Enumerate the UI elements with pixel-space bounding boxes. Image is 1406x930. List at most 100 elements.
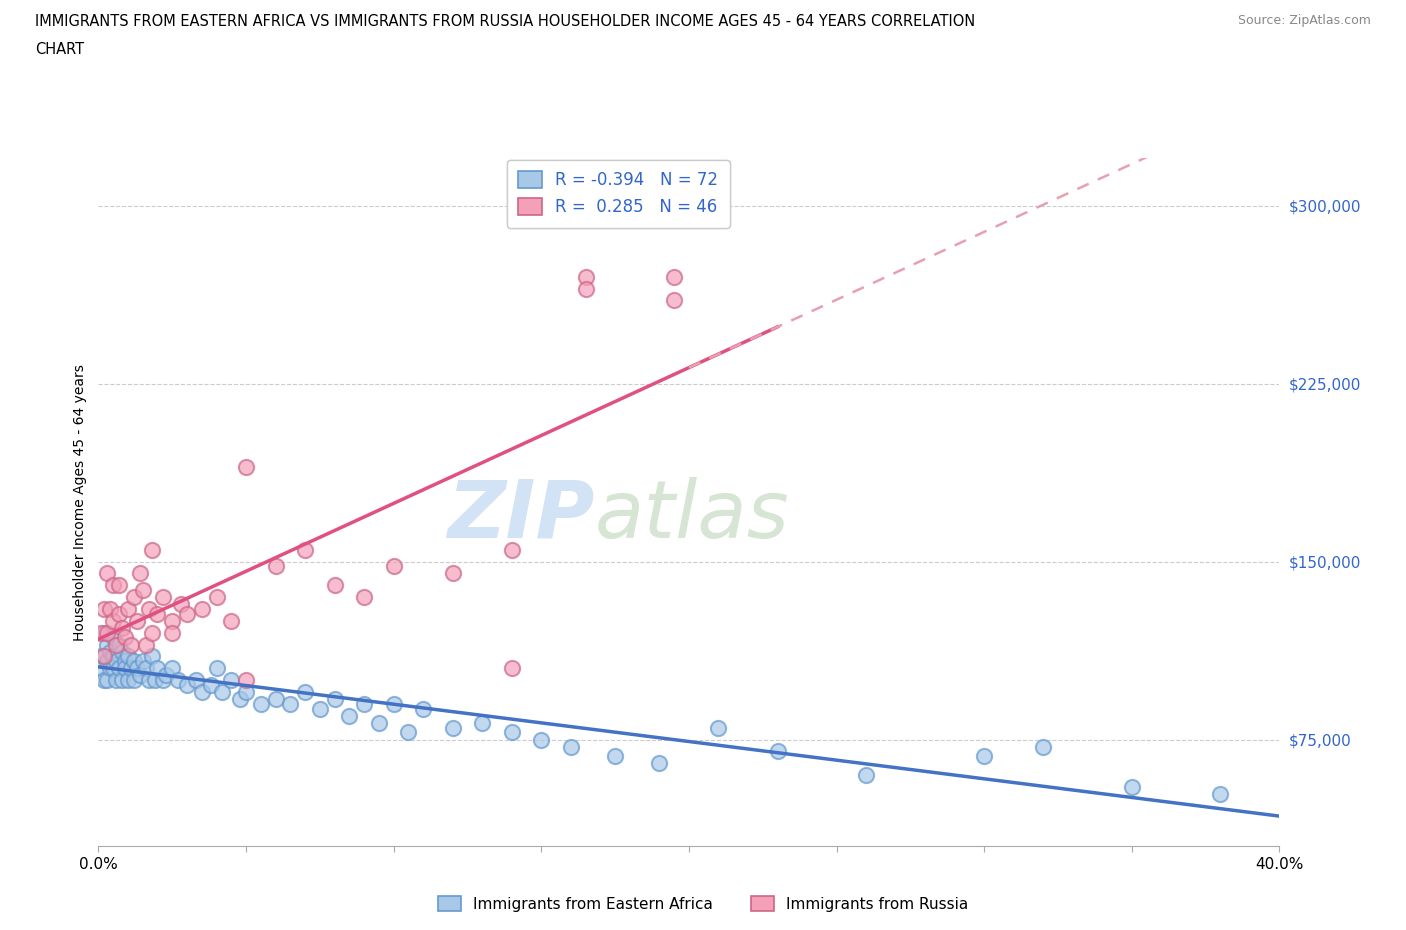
Point (146, 606, 169, 621)
Point (132, 654, 155, 669)
Point (114, 661, 136, 676)
Point (1209, 787, 1232, 802)
Point (114, 654, 136, 669)
Point (98, 644, 121, 659)
Point (382, 697, 405, 711)
Point (205, 661, 228, 676)
Point (191, 684, 214, 699)
Point (96, 566, 118, 581)
Text: Source: ZipAtlas.com: Source: ZipAtlas.com (1237, 14, 1371, 27)
Point (707, 720, 730, 735)
Point (122, 590, 145, 604)
Point (229, 692, 252, 707)
Point (560, 739, 582, 754)
Point (441, 720, 464, 735)
Point (111, 672, 134, 687)
Point (973, 749, 995, 764)
Point (278, 697, 302, 711)
Point (103, 661, 125, 676)
Point (108, 661, 131, 676)
Legend: R = -0.394   N = 72, R =  0.285   N = 46: R = -0.394 N = 72, R = 0.285 N = 46 (506, 160, 730, 228)
Point (128, 668, 150, 683)
Point (264, 559, 287, 574)
Point (323, 578, 346, 592)
Point (219, 614, 242, 629)
Point (96, 637, 118, 652)
Point (1032, 739, 1054, 754)
Point (111, 644, 134, 659)
Point (353, 590, 375, 604)
Point (96, 654, 118, 669)
Point (141, 649, 163, 664)
Point (103, 578, 125, 592)
Point (132, 582, 155, 597)
Point (368, 715, 391, 730)
Point (211, 684, 233, 699)
Point (105, 672, 128, 687)
Point (141, 542, 163, 557)
Point (501, 661, 523, 676)
Point (141, 625, 163, 640)
Point (294, 684, 316, 699)
Point (90, 625, 112, 640)
Point (103, 649, 125, 664)
Point (135, 661, 157, 676)
Point (138, 602, 160, 617)
Point (574, 270, 596, 285)
Point (766, 744, 789, 759)
Point (235, 672, 257, 687)
Text: CHART: CHART (35, 42, 84, 57)
Point (96, 672, 118, 687)
Point (353, 697, 375, 711)
Point (96, 625, 118, 640)
Legend: Immigrants from Eastern Africa, Immigrants from Russia: Immigrants from Eastern Africa, Immigran… (432, 890, 974, 918)
Point (382, 559, 405, 574)
Point (294, 542, 316, 557)
Point (152, 672, 174, 687)
Point (138, 672, 160, 687)
Point (162, 625, 183, 640)
Point (530, 732, 553, 747)
Point (323, 692, 346, 707)
Point (155, 668, 177, 683)
Point (219, 672, 242, 687)
Point (574, 281, 596, 296)
Point (117, 649, 139, 664)
Point (170, 597, 193, 612)
Point (125, 661, 148, 676)
Point (337, 709, 360, 724)
Point (176, 606, 198, 621)
Point (122, 672, 145, 687)
Point (501, 725, 523, 740)
Point (664, 270, 686, 285)
Point (152, 590, 174, 604)
Point (103, 614, 125, 629)
Point (108, 637, 131, 652)
Point (664, 293, 686, 308)
Point (162, 614, 183, 629)
Point (162, 661, 183, 676)
Point (125, 614, 148, 629)
Text: IMMIGRANTS FROM EASTERN AFRICA VS IMMIGRANTS FROM RUSSIA HOUSEHOLDER INCOME AGES: IMMIGRANTS FROM EASTERN AFRICA VS IMMIGR… (35, 14, 976, 29)
Point (114, 630, 136, 644)
Point (309, 701, 332, 716)
Point (1121, 779, 1143, 794)
Point (108, 606, 131, 621)
Text: atlas: atlas (595, 477, 789, 555)
Point (103, 630, 125, 644)
Point (471, 715, 494, 730)
Point (167, 672, 190, 687)
Point (135, 637, 157, 652)
Point (146, 661, 169, 676)
Point (90, 661, 112, 676)
Point (264, 692, 287, 707)
Point (128, 566, 150, 581)
Point (108, 578, 131, 592)
Point (855, 767, 877, 782)
Text: ZIP: ZIP (447, 477, 595, 555)
Point (184, 672, 207, 687)
Point (441, 566, 464, 581)
Point (501, 542, 523, 557)
Point (117, 602, 139, 617)
Point (648, 756, 671, 771)
